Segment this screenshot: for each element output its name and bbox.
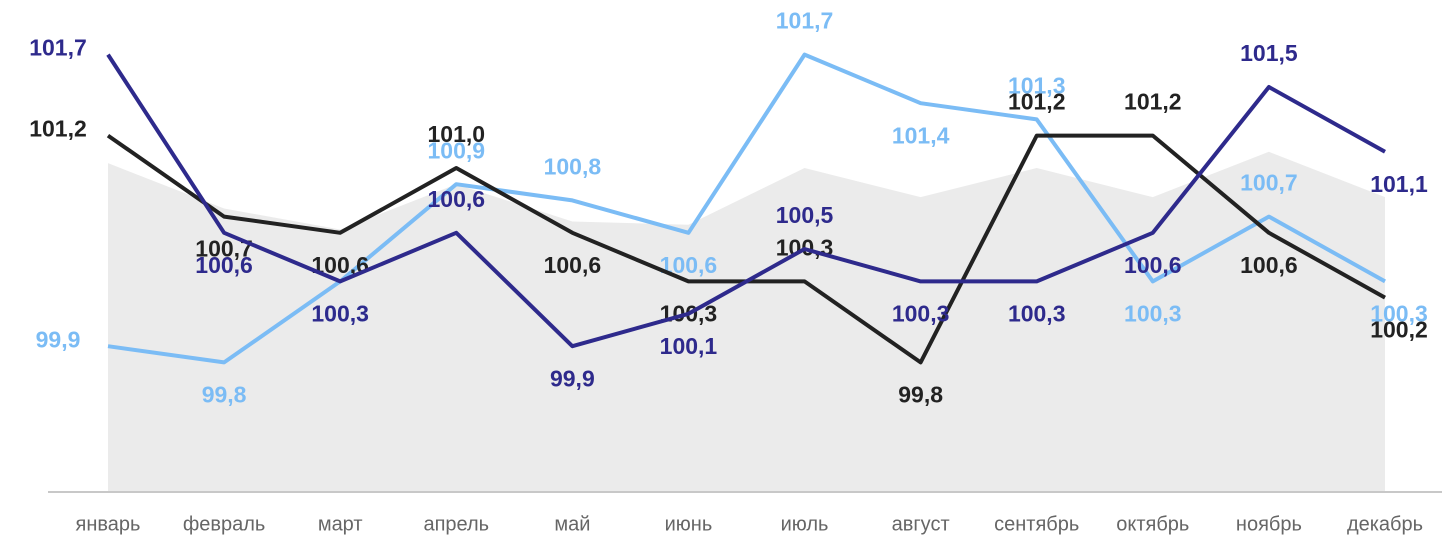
value-label: 101,5 [1240, 40, 1298, 66]
value-label: 101,1 [1370, 171, 1428, 197]
x-tick-label: ноябрь [1236, 513, 1302, 535]
value-label: 100,9 [427, 137, 485, 163]
x-tick-label: октябрь [1116, 513, 1189, 535]
value-label: 99,8 [202, 381, 247, 407]
value-label: 100,6 [195, 252, 253, 278]
value-label: 101,3 [1008, 72, 1066, 98]
value-label: 100,6 [1240, 252, 1298, 278]
x-tick-label: май [554, 513, 590, 535]
value-label: 100,3 [892, 300, 950, 326]
value-label: 100,6 [544, 252, 602, 278]
value-label: 100,7 [1240, 170, 1298, 196]
value-label: 99,9 [36, 326, 81, 352]
series-line [107, 52, 1386, 365]
value-label: 101,7 [29, 35, 87, 61]
x-tick-label: февраль [183, 513, 266, 535]
value-label: 100,6 [427, 186, 485, 212]
value-label: 101,2 [29, 116, 87, 142]
value-label: 100,8 [544, 153, 602, 179]
series-line [106, 53, 1386, 349]
value-label: 100,5 [776, 202, 834, 228]
value-label: 101,7 [776, 8, 834, 34]
value-label: 101,4 [892, 122, 950, 148]
x-tick-label: январь [76, 513, 141, 535]
value-label: 100,6 [1124, 252, 1182, 278]
value-label: 101,0 [427, 121, 485, 147]
value-label: 99,9 [550, 365, 595, 391]
value-label: 99,8 [898, 381, 943, 407]
value-label: 100,1 [660, 333, 718, 359]
x-tick-label: август [892, 513, 950, 535]
x-tick-label: декабрь [1347, 513, 1423, 535]
value-label: 100,3 [1124, 300, 1182, 326]
value-label: 100,3 [311, 300, 369, 326]
x-tick-label: сентябрь [994, 513, 1079, 535]
value-label: 100,3 [311, 300, 369, 326]
x-tick-label: апрель [423, 513, 489, 535]
value-label: 100,3 [1008, 300, 1066, 326]
value-label: 100,3 [1370, 300, 1428, 326]
background-area [108, 151, 1385, 493]
value-label: 100,2 [1370, 317, 1428, 343]
value-label: 101,2 [1008, 89, 1066, 115]
x-tick-label: июль [781, 513, 829, 535]
value-label: 101,2 [1124, 89, 1182, 115]
x-tick-label: март [318, 513, 363, 535]
x-tick-label: июнь [665, 513, 713, 535]
